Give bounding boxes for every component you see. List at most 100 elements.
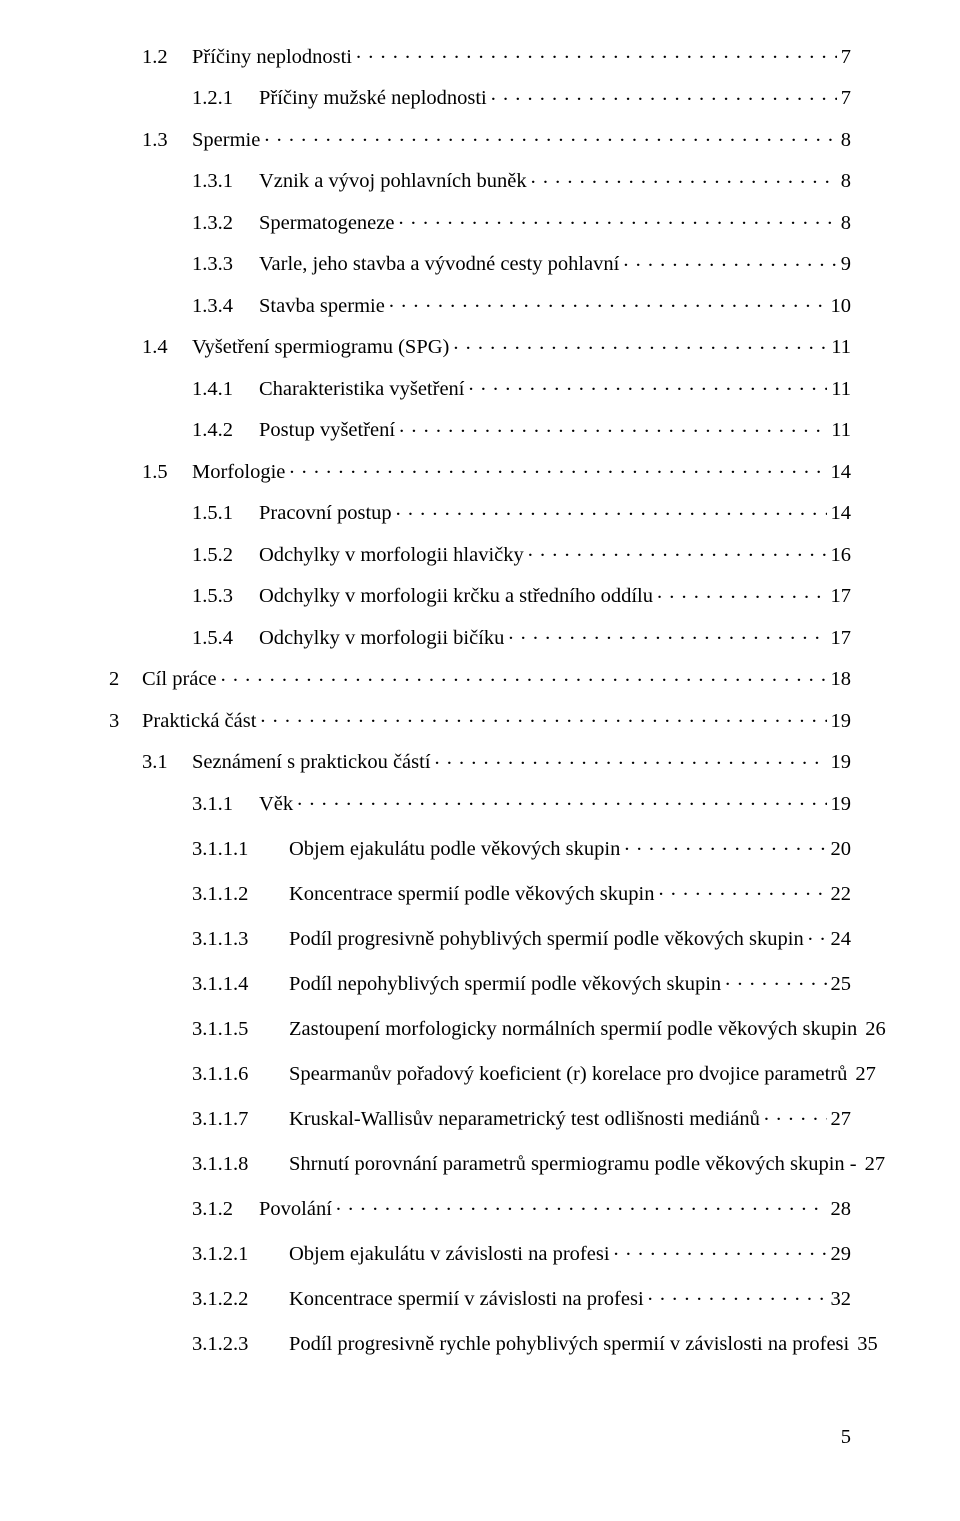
toc-entry-title: Příčiny neplodnosti	[192, 47, 352, 68]
toc-entry: 3.1.2.3Podíl progresivně rychle pohybliv…	[109, 1329, 851, 1354]
toc-entry-title: Koncentrace spermií podle věkových skupi…	[289, 884, 654, 905]
toc-entry-page: 7	[841, 47, 851, 68]
toc-leader-dots	[221, 665, 827, 686]
toc-entry-title: Stavba spermie	[259, 296, 385, 317]
toc-entry-title: Seznámení s praktickou částí	[192, 752, 431, 773]
toc-entry-page: 20	[831, 839, 852, 860]
toc-entry-page: 17	[831, 628, 852, 649]
toc-entry-number: 1.5	[142, 462, 192, 483]
toc-entry-page: 27	[855, 1064, 876, 1085]
toc-entry: 3.1.1.3Podíl progresivně pohyblivých spe…	[109, 924, 851, 949]
toc-entry-page: 11	[831, 379, 851, 400]
toc-entry-title: Pracovní postup	[259, 503, 392, 524]
toc-entry: 3.1Seznámení s praktickou částí 19	[109, 748, 851, 773]
toc-entry: 3.1.1.5Zastoupení morfologicky normálníc…	[109, 1014, 851, 1039]
toc-entry-number: 3.1	[142, 752, 192, 773]
toc-entry-title: Praktická část	[142, 711, 256, 732]
toc-leader-dots	[531, 167, 837, 188]
table-of-contents: 1.2Příčiny neplodnosti 71.2.1Příčiny muž…	[109, 42, 851, 1354]
toc-entry-title: Postup vyšetření	[259, 420, 395, 441]
toc-entry-title: Odchylky v morfologii krčku a středního …	[259, 586, 653, 607]
page-number: 5	[841, 1426, 851, 1449]
toc-entry-number: 1.3.1	[192, 171, 259, 192]
toc-entry-number: 1.5.2	[192, 545, 259, 566]
toc-leader-dots	[453, 333, 827, 354]
toc-entry-page: 19	[831, 711, 852, 732]
toc-entry: 1.3.3Varle, jeho stavba a vývodné cesty …	[109, 250, 851, 275]
toc-entry-page: 19	[831, 794, 852, 815]
toc-leader-dots	[808, 924, 827, 945]
toc-entry-title: Odchylky v morfologii bičíku	[259, 628, 504, 649]
toc-entry-number: 1.4.2	[192, 420, 259, 441]
toc-entry-number: 3.1.1.1	[192, 839, 289, 860]
toc-entry: 3.1.2.1Objem ejakulátu v závislosti na p…	[109, 1239, 851, 1264]
toc-entry: 3.1.1.6Spearmanův pořadový koeficient (r…	[109, 1059, 851, 1084]
toc-entry: 1.3Spermie 8	[109, 125, 851, 150]
toc-leader-dots	[435, 748, 827, 769]
toc-entry-title: Vyšetření spermiogramu (SPG)	[192, 337, 449, 358]
toc-entry-number: 1.4.1	[192, 379, 259, 400]
toc-entry-number: 1.3.3	[192, 254, 259, 275]
toc-leader-dots	[399, 416, 827, 437]
toc-entry: 1.5.2Odchylky v morfologii hlavičky 16	[109, 540, 851, 565]
toc-entry: 1.5Morfologie 14	[109, 457, 851, 482]
toc-entry-title: Podíl progresivně pohyblivých spermií po…	[289, 929, 804, 950]
toc-leader-dots	[508, 623, 826, 644]
toc-entry: 1.4.1Charakteristika vyšetření 11	[109, 374, 851, 399]
toc-entry-title: Vznik a vývoj pohlavních buněk	[259, 171, 527, 192]
toc-entry-title: Kruskal-Wallisův neparametrický test odl…	[289, 1109, 760, 1130]
toc-entry-title: Objem ejakulátu v závislosti na profesi	[289, 1244, 610, 1265]
toc-entry: 1.3.4Stavba spermie 10	[109, 291, 851, 316]
toc-entry-number: 1.5.1	[192, 503, 259, 524]
toc-leader-dots	[614, 1239, 827, 1260]
toc-entry-number: 3.1.2.1	[192, 1244, 289, 1265]
toc-entry-title: Objem ejakulátu podle věkových skupin	[289, 839, 620, 860]
toc-entry-page: 24	[831, 929, 852, 950]
toc-entry-title: Podíl nepohyblivých spermií podle věkový…	[289, 974, 721, 995]
toc-entry-number: 3.1.1.7	[192, 1109, 289, 1130]
toc-leader-dots	[336, 1194, 827, 1215]
toc-entry: 2Cíl práce 18	[109, 665, 851, 690]
toc-entry: 1.4.2Postup vyšetření 11	[109, 416, 851, 441]
toc-entry-number: 1.2.1	[192, 88, 259, 109]
toc-entry-page: 25	[831, 974, 852, 995]
toc-leader-dots	[289, 457, 826, 478]
toc-entry-number: 3.1.1.4	[192, 974, 289, 995]
toc-entry: 3Praktická část 19	[109, 706, 851, 731]
toc-entry: 3.1.1.1Objem ejakulátu podle věkových sk…	[109, 834, 851, 859]
toc-entry-page: 35	[857, 1334, 878, 1355]
toc-leader-dots	[260, 706, 826, 727]
toc-entry-page: 8	[841, 130, 851, 151]
toc-entry-title: Spearmanův pořadový koeficient (r) korel…	[289, 1064, 847, 1085]
toc-entry-page: 27	[831, 1109, 852, 1130]
toc-entry-title: Charakteristika vyšetření	[259, 379, 465, 400]
toc-entry-number: 3.1.1.2	[192, 884, 289, 905]
toc-entry-number: 3.1.1.8	[192, 1154, 289, 1175]
toc-entry: 1.3.2Spermatogeneze 8	[109, 208, 851, 233]
toc-entry: 1.5.1Pracovní postup 14	[109, 499, 851, 524]
toc-entry-title: Varle, jeho stavba a vývodné cesty pohla…	[259, 254, 619, 275]
toc-entry-page: 14	[831, 462, 852, 483]
toc-entry-page: 9	[841, 254, 851, 275]
toc-entry-title: Koncentrace spermií v závislosti na prof…	[289, 1289, 644, 1310]
toc-entry-number: 3	[109, 711, 142, 732]
toc-entry-page: 11	[831, 420, 851, 441]
toc-entry-number: 3.1.2.3	[192, 1334, 289, 1355]
toc-leader-dots	[648, 1284, 827, 1305]
toc-entry-page: 7	[841, 88, 851, 109]
toc-entry-number: 1.2	[142, 47, 192, 68]
toc-entry: 3.1.1Věk 19	[109, 789, 851, 814]
toc-entry-page: 14	[831, 503, 852, 524]
toc-leader-dots	[528, 540, 827, 561]
toc-entry-number: 3.1.1	[192, 794, 259, 815]
toc-leader-dots	[491, 84, 837, 105]
toc-entry-title: Spermie	[192, 130, 260, 151]
toc-entry-page: 18	[831, 669, 852, 690]
toc-entry-number: 1.3	[142, 130, 192, 151]
toc-entry-page: 11	[831, 337, 851, 358]
toc-leader-dots	[658, 879, 826, 900]
toc-entry-number: 3.1.2.2	[192, 1289, 289, 1310]
toc-entry-page: 22	[831, 884, 852, 905]
toc-entry-page: 10	[831, 296, 852, 317]
toc-leader-dots	[356, 42, 837, 63]
